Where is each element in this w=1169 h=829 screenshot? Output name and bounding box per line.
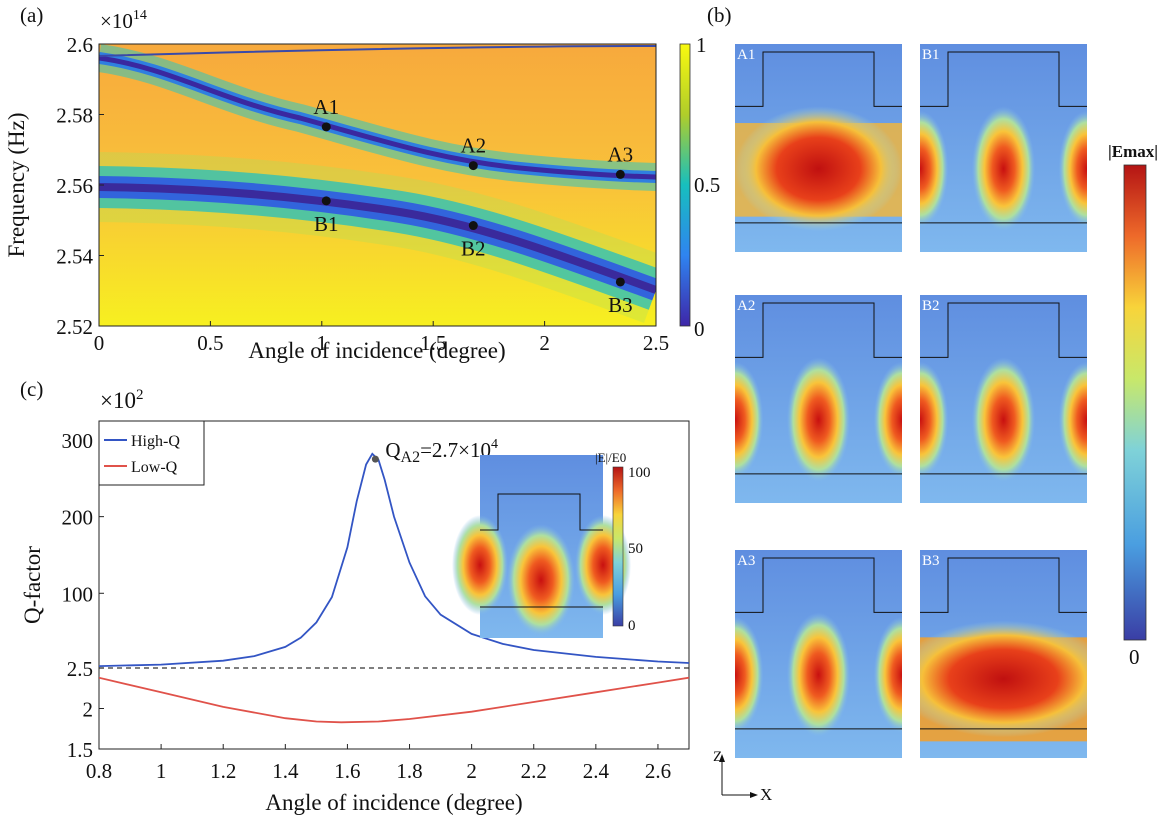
heatmap-point-label-b2: B2 <box>461 237 486 261</box>
y-tick-label-a: 2.6 <box>67 33 93 57</box>
field-map-a2: A2 <box>707 295 931 503</box>
heatmap-point-b2 <box>469 221 478 230</box>
y-tick-label-c: 100 <box>62 582 94 606</box>
legend: High-Q Low-Q <box>99 421 204 485</box>
x-tick-label-c: 1.8 <box>396 759 422 783</box>
panel-label-c: (c) <box>20 377 43 401</box>
y-tick-label-c: 2 <box>83 698 94 722</box>
x-tick-label-a: 0.5 <box>197 331 223 355</box>
axis-x-label: X <box>760 785 772 804</box>
x-tick-label-a: 0 <box>94 331 105 355</box>
heatmap-point-a2 <box>469 161 478 170</box>
colorbar-a <box>680 44 690 326</box>
field-map-label-b2: B2 <box>922 298 940 314</box>
colorbar-b <box>1124 165 1146 640</box>
field-map-a3: A3 <box>707 550 931 758</box>
inset-colorbar-max: 100 <box>628 465 651 481</box>
y-tick-label-a: 2.54 <box>56 245 93 269</box>
x-tick-label-c: 2.4 <box>583 759 610 783</box>
field-map-grid: A1 B1 A2 B2 A3 B3 <box>707 44 1116 758</box>
heatmap-point-label-b1: B1 <box>314 212 339 236</box>
x-tick-label-c: 1 <box>156 759 167 783</box>
panel-label-b: (b) <box>707 3 732 27</box>
legend-low-q: Low-Q <box>131 459 178 476</box>
heatmap-point-label-a1: A1 <box>313 95 339 119</box>
heatmap-point-b3 <box>616 277 625 286</box>
field-map-a1: A1 <box>735 44 902 252</box>
field-map-label-b1: B1 <box>922 47 940 63</box>
legend-high-q: High-Q <box>131 433 180 450</box>
x-tick-label-c: 1.6 <box>334 759 360 783</box>
colorbar-b-zero: 0 <box>1129 645 1140 669</box>
panel-label-a: (a) <box>20 3 43 27</box>
y-tick-label-a: 2.58 <box>56 104 93 128</box>
axis-z-label: Z <box>713 749 722 765</box>
y-tick-label-c: 2.5 <box>67 657 93 681</box>
colorbar-b-title: |Emax| <box>1108 142 1158 161</box>
field-map-b2: B2 <box>892 295 1116 503</box>
inset-field-map: |E|/E0 100 50 0 <box>452 450 651 638</box>
y-tick-label-c: 200 <box>62 506 94 530</box>
field-map-label-a1: A1 <box>737 47 755 63</box>
y-tick-label-a: 2.52 <box>56 315 93 339</box>
field-map-label-a3: A3 <box>737 553 755 569</box>
heatmap-point-a1 <box>322 122 331 131</box>
inset-colorbar-min: 0 <box>628 618 636 634</box>
y-tick-label-c: 300 <box>62 429 94 453</box>
heatmap-point-label-b3: B3 <box>608 293 633 317</box>
x-axis-label-c: Angle of incidence (degree) <box>265 790 522 815</box>
x-tick-label-c: 2.2 <box>521 759 547 783</box>
annotation-marker <box>372 456 379 463</box>
x-tick-label-c: 2.6 <box>645 759 671 783</box>
heatmap-point-label-a2: A2 <box>460 134 486 158</box>
colorbar-a-mid: 0.5 <box>694 173 720 197</box>
heatmap-image <box>99 44 656 326</box>
inset-colorbar-title: |E|/E0 <box>595 450 626 465</box>
y-axis-label-a: Frequency (Hz) <box>4 113 29 258</box>
x-tick-label-c: 2 <box>466 759 477 783</box>
heatmap-point-a3 <box>616 170 625 179</box>
field-map-b3: B3 <box>895 550 1112 758</box>
x-tick-label-a: 2.5 <box>643 331 669 355</box>
y-axis-label-c: Q-factor <box>20 546 45 624</box>
colorbar-a-max: 1 <box>696 33 707 57</box>
y-tick-label-c: 1.5 <box>67 738 93 762</box>
heatmap-point-label-a3: A3 <box>608 142 634 166</box>
x-axis-label-a: Angle of incidence (degree) <box>248 338 505 363</box>
heatmap-point-b1 <box>322 196 331 205</box>
x-tick-label-c: 1.2 <box>210 759 236 783</box>
field-map-label-a2: A2 <box>737 298 755 314</box>
y-multiplier-c: ×102 <box>100 387 143 413</box>
x-tick-label-c: 0.8 <box>86 759 112 783</box>
field-map-b1: B1 <box>892 44 1116 252</box>
x-tick-label-a: 2 <box>539 331 550 355</box>
field-map-label-b3: B3 <box>922 553 940 569</box>
x-tick-label-c: 1.4 <box>272 759 299 783</box>
y-tick-label-a: 2.56 <box>56 174 93 198</box>
y-multiplier-a: ×1014 <box>100 8 147 33</box>
colorbar-a-min: 0 <box>694 317 705 341</box>
inset-colorbar-mid: 50 <box>628 541 643 557</box>
